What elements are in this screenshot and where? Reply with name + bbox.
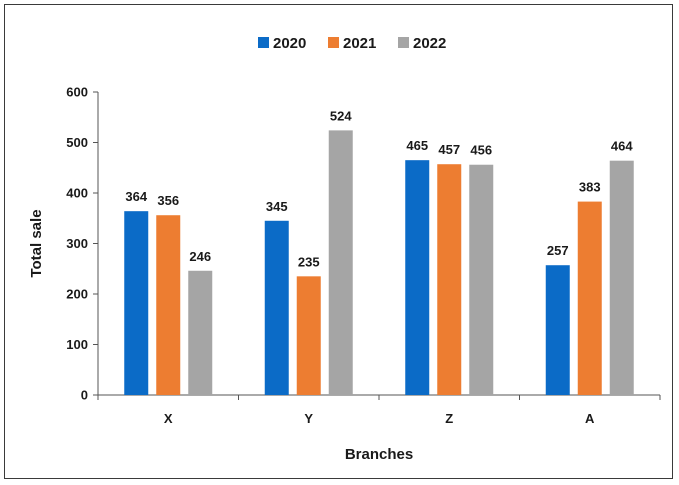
y-tick-label: 500 [66, 135, 88, 150]
bar-value-label: 383 [579, 180, 601, 195]
bar [545, 265, 570, 395]
bar-value-label: 235 [298, 254, 320, 269]
y-tick-label: 0 [81, 388, 88, 403]
bar [264, 220, 289, 395]
x-tick-label: Y [304, 411, 313, 426]
bar-value-label: 364 [125, 189, 147, 204]
bars [124, 130, 634, 395]
x-tick-label: A [585, 411, 595, 426]
bar-value-label: 257 [547, 243, 569, 258]
legend-label: 2021 [343, 35, 376, 52]
bar-value-label: 465 [406, 138, 428, 153]
legend-swatch [258, 37, 269, 48]
bar [296, 276, 321, 395]
legend-swatch [398, 37, 409, 48]
bar-value-label: 345 [266, 199, 288, 214]
y-axis: 0 100 200 300 400 500 600 [66, 85, 99, 403]
bar [577, 201, 602, 395]
y-tick-label: 100 [66, 337, 88, 352]
bar-value-label: 456 [470, 143, 492, 158]
bar [469, 164, 494, 395]
bar-value-label: 457 [438, 142, 460, 157]
legend: 2020 2021 2022 [258, 35, 446, 52]
bar [156, 215, 181, 395]
bar [437, 164, 462, 395]
y-axis-title: Total sale [28, 209, 45, 277]
y-tick-label: 200 [66, 287, 88, 302]
bar [405, 160, 430, 395]
bar-value-label: 356 [157, 193, 179, 208]
x-tick-label: X [164, 411, 173, 426]
data-labels: 364 356 246 345 235 524 465 457 456 257 383 464 [125, 108, 633, 269]
legend-label: 2022 [413, 35, 446, 52]
x-tick-label: Z [445, 411, 453, 426]
bar [609, 160, 634, 395]
y-tick-label: 600 [66, 85, 88, 100]
y-tick-label: 400 [66, 186, 88, 201]
bar [188, 270, 213, 395]
x-axis-title: Branches [345, 446, 413, 463]
bar-value-label: 464 [611, 139, 633, 154]
legend-label: 2020 [273, 35, 306, 52]
y-tick-label: 300 [66, 236, 88, 251]
bar-value-label: 524 [330, 108, 352, 123]
bar [124, 211, 149, 395]
bar [328, 130, 353, 395]
legend-swatch [328, 37, 339, 48]
bar-value-label: 246 [189, 249, 211, 264]
